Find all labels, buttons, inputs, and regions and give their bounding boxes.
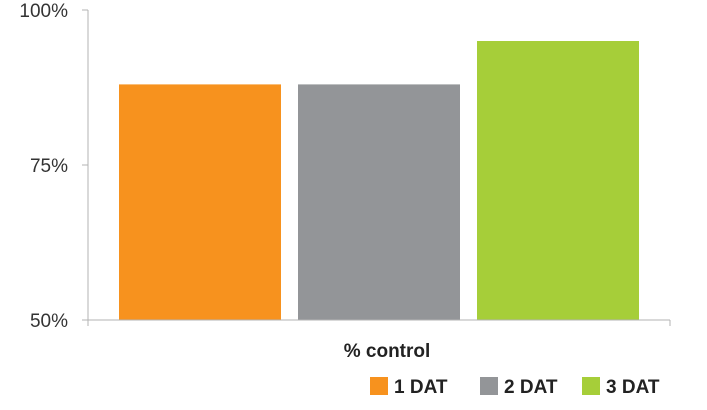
legend-item: 3 DAT	[582, 377, 660, 398]
y-tick-label: 100%	[19, 1, 68, 22]
legend-item: 2 DAT	[480, 377, 558, 398]
legend-swatch	[370, 377, 388, 395]
y-tick-label: 50%	[30, 311, 68, 332]
y-tick-label: 75%	[30, 156, 68, 177]
legend-label: 1 DAT	[394, 377, 448, 398]
bar-1-dat	[119, 84, 281, 321]
legend: 1 DAT 2 DAT 3 DAT	[370, 377, 660, 398]
y-axis: 50% 75% 100%	[19, 1, 89, 332]
plot-area	[119, 41, 639, 321]
legend-swatch	[582, 377, 600, 395]
x-axis	[87, 319, 671, 326]
legend-label: 2 DAT	[504, 377, 558, 398]
legend-item: 1 DAT	[370, 377, 448, 398]
bar-2-dat	[298, 84, 460, 321]
bar-3-dat	[477, 41, 639, 320]
legend-label: 3 DAT	[606, 377, 660, 398]
x-axis-label: % control	[344, 341, 431, 362]
legend-swatch	[480, 377, 498, 395]
